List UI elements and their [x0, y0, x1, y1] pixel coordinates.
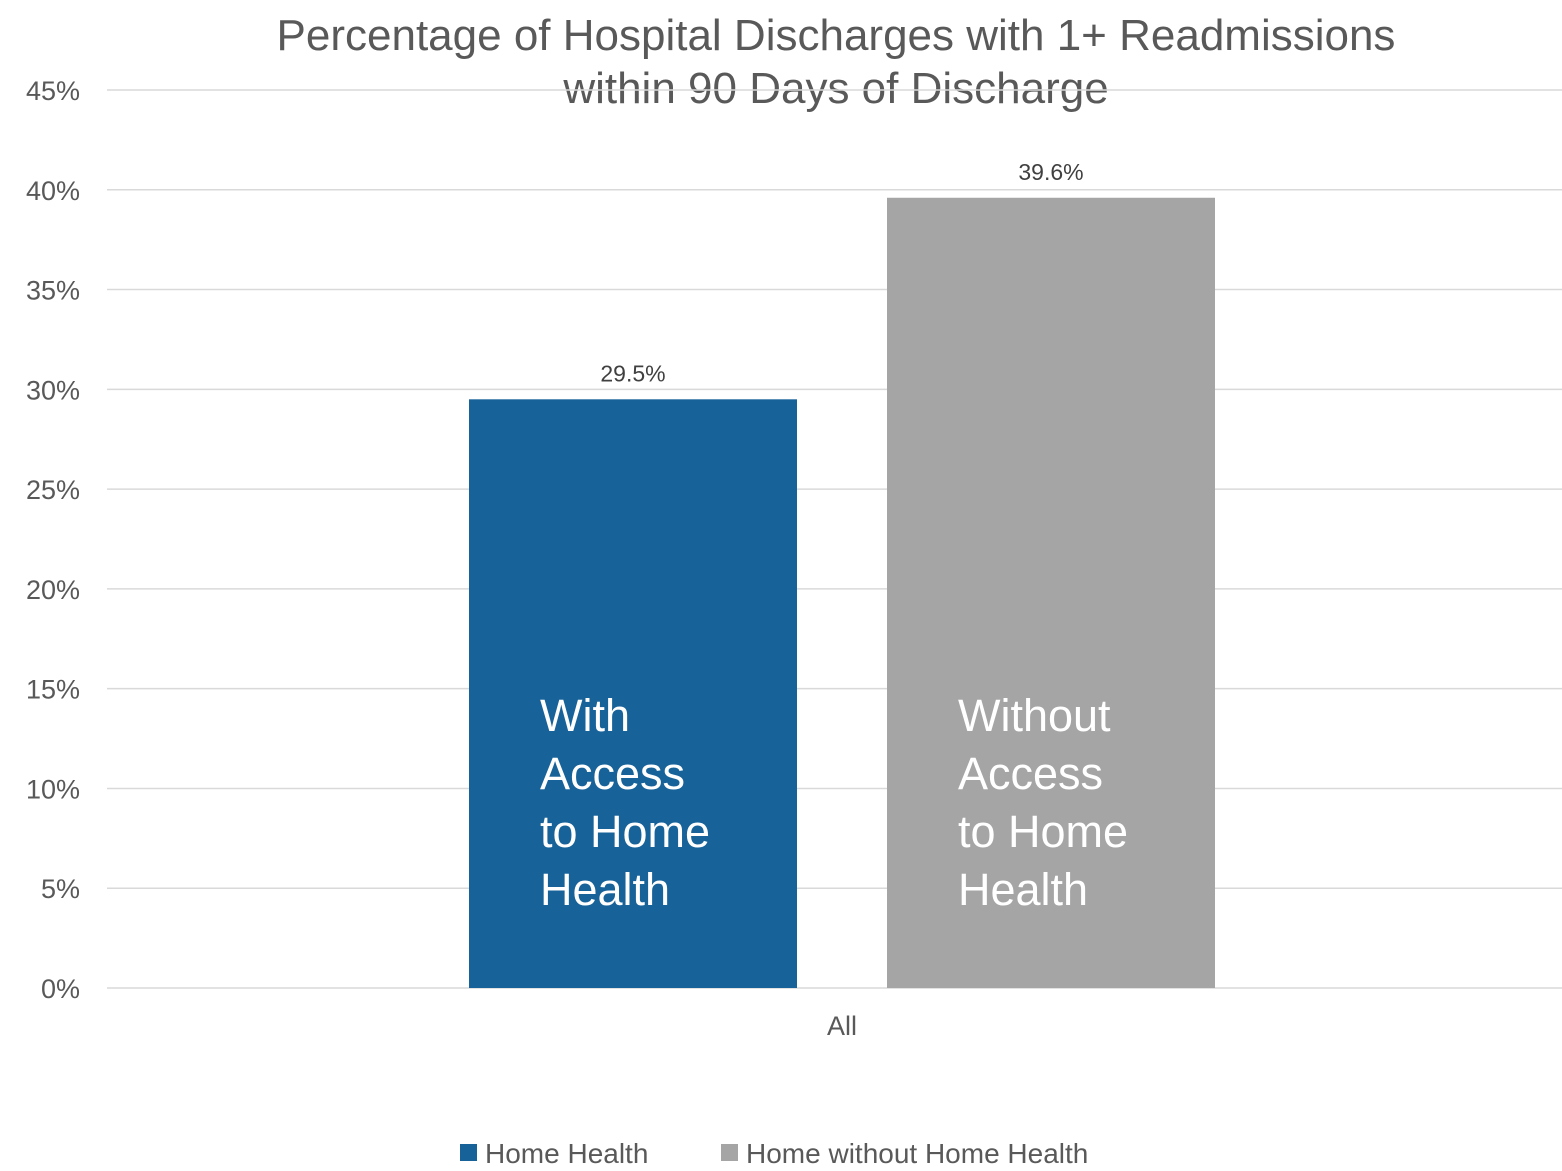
- x-category-label: All: [827, 1011, 857, 1041]
- bar-inner-label-line: Health: [958, 864, 1088, 915]
- bar-inner-label-line: With: [540, 690, 630, 741]
- bar-inner-label-line: Health: [540, 864, 670, 915]
- legend: Home Health Home without Home Health: [460, 1138, 1088, 1169]
- y-tick-label: 35%: [26, 276, 80, 306]
- chart-title: Percentage of Hospital Discharges with 1…: [277, 11, 1396, 113]
- legend-label: Home Health: [485, 1138, 648, 1166]
- chart-title-line-2: within 90 Days of Discharge: [562, 64, 1108, 113]
- y-tick-label: 15%: [26, 675, 80, 705]
- y-tick-label: 25%: [26, 475, 80, 505]
- y-tick-label: 10%: [26, 774, 80, 804]
- x-axis-category-labels: All: [827, 1011, 857, 1041]
- bar-inner-label-line: to Home: [958, 806, 1128, 857]
- bar-inner-label-line: Access: [958, 748, 1103, 799]
- bar: [887, 197, 1215, 988]
- data-label: 39.6%: [1018, 159, 1083, 185]
- bar-inner-label: Without Access to Home Health: [958, 690, 1128, 915]
- bar-inner-label-line: Without: [958, 690, 1111, 741]
- bar-inner-label-line: to Home: [540, 806, 710, 857]
- bar: [469, 399, 797, 988]
- y-tick-label: 45%: [26, 76, 80, 106]
- y-tick-label: 30%: [26, 375, 80, 405]
- bar-inner-label-line: Access: [540, 748, 685, 799]
- gridlines: [107, 89, 1562, 989]
- chart-title-line-1: Percentage of Hospital Discharges with 1…: [277, 11, 1396, 60]
- y-tick-label: 0%: [41, 974, 80, 1004]
- y-tick-label: 40%: [26, 176, 80, 206]
- y-tick-label: 20%: [26, 575, 80, 605]
- legend-label: Home without Home Health: [746, 1138, 1088, 1166]
- bar-inner-label: With Access to Home Health: [540, 690, 710, 915]
- y-axis-tick-labels: 0% 5% 10% 15% 20% 25% 30% 35% 40% 45%: [26, 76, 80, 1004]
- y-tick-label: 5%: [41, 874, 80, 904]
- bars: 29.5% With Access to Home Health 39.6% Without…: [469, 159, 1215, 988]
- legend-swatch: [460, 1144, 477, 1161]
- data-label: 29.5%: [600, 360, 665, 386]
- legend-swatch: [721, 1144, 738, 1161]
